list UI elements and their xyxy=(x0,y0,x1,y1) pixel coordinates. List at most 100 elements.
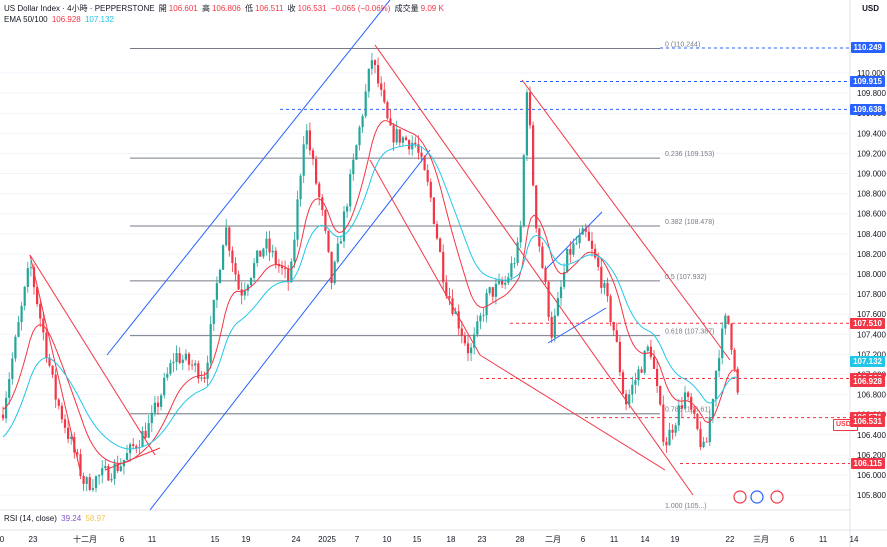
y-tick-label: 109.800 xyxy=(857,89,886,98)
candle-body xyxy=(736,368,739,393)
candle-body xyxy=(284,268,287,270)
candle-body xyxy=(460,328,463,336)
candle-body xyxy=(547,282,550,318)
candle-body xyxy=(451,298,454,314)
candle-body xyxy=(156,402,160,407)
rsi-legend[interactable]: RSI (14, close) 39.24 58.97 xyxy=(4,514,107,523)
x-tick-label: 19 xyxy=(242,535,251,544)
candle-body xyxy=(296,199,299,240)
candle-body xyxy=(482,315,485,317)
candle-body xyxy=(203,377,206,379)
candle-body xyxy=(222,245,225,270)
candle-body xyxy=(29,267,32,269)
candle-body xyxy=(349,174,352,207)
candle-body xyxy=(662,404,665,442)
x-tick-label: 14 xyxy=(641,535,650,544)
volume-value: 9.09 K xyxy=(420,4,444,13)
y-tick-label: 105.800 xyxy=(857,491,886,500)
candle-body xyxy=(11,358,14,380)
candle-body xyxy=(528,92,532,126)
x-tick-label: 6 xyxy=(120,535,125,544)
candle-body xyxy=(104,466,107,469)
candle-body xyxy=(473,334,476,348)
y-tick-label: 108.800 xyxy=(857,190,886,199)
candle-body xyxy=(457,311,460,329)
candle-body xyxy=(85,477,88,484)
event-icon xyxy=(770,490,784,504)
candle-body xyxy=(101,468,104,476)
candle-body xyxy=(330,251,333,284)
candle-body xyxy=(615,330,618,342)
candle-body xyxy=(8,379,11,398)
candle-body xyxy=(693,409,696,414)
ema100-line xyxy=(2,144,739,450)
candle-body xyxy=(373,60,377,65)
price-badge: 107.510 xyxy=(850,317,885,329)
candle-body xyxy=(88,477,91,490)
candle-body xyxy=(76,452,79,455)
candle-body xyxy=(525,92,528,156)
fib-level-label: 1.000 (105...) xyxy=(665,503,707,510)
candle-body xyxy=(98,475,101,477)
x-tick-label: 十二月 xyxy=(73,534,97,544)
y-tick-label: 106.000 xyxy=(857,471,886,480)
up-channel-lower xyxy=(149,149,431,511)
price-badge: 110.249 xyxy=(850,42,885,54)
candle-body xyxy=(550,317,553,338)
fib-level-label: 0.382 (108.478) xyxy=(665,219,714,226)
event-icon xyxy=(750,490,764,504)
ema-legend[interactable]: EMA 50/100 106.928 107.132 xyxy=(4,15,116,24)
candle-body xyxy=(687,392,690,397)
price-badge: 109.638 xyxy=(850,103,885,115)
candle-body xyxy=(184,353,187,360)
candle-body xyxy=(470,347,473,354)
candle-body xyxy=(671,429,674,433)
candle-body xyxy=(652,356,656,369)
candle-body xyxy=(51,365,54,375)
candle-body xyxy=(125,453,129,460)
x-tick-label: 二月 xyxy=(545,535,561,544)
candle-body xyxy=(479,315,482,322)
price-badge: 107.132 xyxy=(850,355,885,367)
candle-body xyxy=(218,269,222,283)
candle-body xyxy=(169,363,172,374)
low-value: 106.511 xyxy=(255,4,284,13)
candle-body xyxy=(234,263,237,275)
candle-body xyxy=(643,350,646,373)
candle-body xyxy=(60,405,63,420)
candle-body xyxy=(311,150,315,160)
candle-body xyxy=(67,427,70,439)
rsi-label: RSI (14, close) xyxy=(4,514,57,523)
candle-body xyxy=(308,130,311,151)
candle-body xyxy=(618,341,621,373)
ohlc-header: US Dollar Index · 4小時 · PEPPERSTONE 開 106… xyxy=(4,3,446,14)
candle-body xyxy=(206,362,209,379)
candle-body xyxy=(342,211,346,242)
y-tick-label: 109.400 xyxy=(857,129,886,138)
y-tick-label: 110.000 xyxy=(857,69,886,78)
price-badge: 106.115 xyxy=(850,457,885,469)
candle-body xyxy=(175,353,178,363)
candle-body xyxy=(153,402,156,413)
candle-body xyxy=(541,246,544,268)
candle-body xyxy=(538,228,541,247)
candle-body xyxy=(150,412,153,424)
y-tick-label: 108.400 xyxy=(857,230,886,239)
y-tick-label: 108.600 xyxy=(857,210,886,219)
candle-body xyxy=(116,463,119,472)
down-channel-upper xyxy=(374,44,694,496)
candle-body xyxy=(132,444,135,447)
candle-body xyxy=(364,91,367,117)
candle-body xyxy=(240,289,243,296)
candle-body xyxy=(504,282,507,285)
candle-body xyxy=(730,323,733,350)
ema100-value: 107.132 xyxy=(84,15,114,24)
fib-level-label: 0.236 (109.153) xyxy=(665,151,714,158)
candle-body xyxy=(166,373,169,378)
currency-label[interactable]: USD xyxy=(862,4,879,13)
candle-body xyxy=(553,315,556,338)
candle-body xyxy=(696,413,699,430)
candle-body xyxy=(532,125,535,186)
